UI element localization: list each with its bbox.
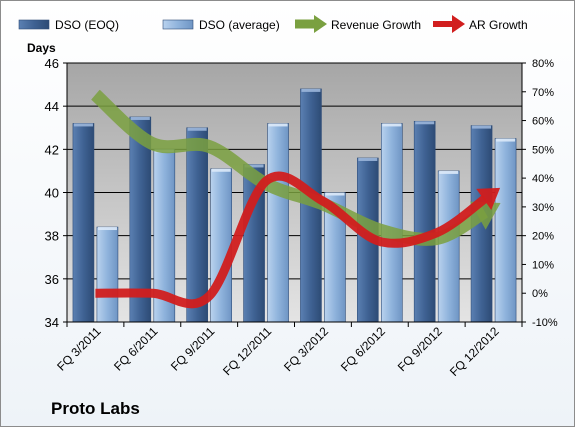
y2-tick-label: 10% xyxy=(532,259,554,271)
bar-dso-eoq-cap xyxy=(73,123,93,127)
legend-dso-average-label: DSO (average) xyxy=(199,18,280,32)
bar-dso-eoq-cap xyxy=(187,127,207,131)
bar-dso-eoq-cap xyxy=(244,164,264,168)
y2-tick-label: 80% xyxy=(532,58,554,70)
y-tick-label: 44 xyxy=(45,99,59,114)
x-tick-label: FQ 3/2011 xyxy=(54,324,104,374)
bar-dso-average xyxy=(210,168,232,323)
x-tick-label: FQ 12/2011 xyxy=(220,324,274,378)
bars xyxy=(72,88,517,323)
y-tick-label: 46 xyxy=(45,56,59,71)
legend-dso-eoq-label: DSO (EOQ) xyxy=(55,18,119,32)
bar-dso-average-cap xyxy=(496,138,516,142)
y2-tick-label: 30% xyxy=(532,202,554,214)
company-label: Proto Labs xyxy=(51,399,140,418)
ar-growth-line xyxy=(95,171,489,309)
x-tick-label: FQ 6/2011 xyxy=(111,324,161,374)
bar-dso-average xyxy=(267,123,289,323)
bar-dso-eoq-cap xyxy=(301,88,321,92)
x-tick-label: FQ 3/2012 xyxy=(281,324,331,374)
y2-tick-label: 70% xyxy=(532,87,554,99)
legend-revenue-growth-swatch-head xyxy=(314,15,327,33)
bar-dso-eoq xyxy=(413,120,436,323)
bar-dso-eoq-cap xyxy=(130,116,150,120)
y-axis-title: Days xyxy=(27,41,56,55)
bar-dso-eoq-cap xyxy=(472,125,492,129)
bar-dso-average xyxy=(437,170,460,323)
bar-dso-average xyxy=(494,138,517,323)
bar-dso-average-cap xyxy=(97,227,117,231)
x-tick-label: FQ 12/2012 xyxy=(447,324,502,379)
bar-dso-average-cap xyxy=(211,168,231,172)
legend-dso-eoq-swatch xyxy=(18,19,50,30)
y2-tick-label: -10% xyxy=(532,317,558,329)
legend-revenue-growth-label: Revenue Growth xyxy=(331,18,421,32)
y-tick-label: 40 xyxy=(45,186,59,201)
x-tick-label: FQ 9/2012 xyxy=(395,324,445,374)
y2-tick-label: 60% xyxy=(532,116,554,128)
x-tick-label: FQ 6/2012 xyxy=(338,324,388,374)
y2-tick-label: 0% xyxy=(532,288,548,300)
growth-lines xyxy=(91,89,501,309)
bar-dso-average-cap xyxy=(268,123,288,127)
y2-tick-label: 40% xyxy=(532,173,554,185)
legend: DSO (EOQ) DSO (average) Revenue Growth AR G… xyxy=(18,15,528,33)
ar-growth-arrowhead xyxy=(476,187,501,211)
bar-dso-average xyxy=(381,123,403,323)
bar-dso-eoq-cap xyxy=(415,121,435,125)
y-tick-label: 36 xyxy=(45,272,59,287)
bar-dso-eoq xyxy=(186,127,208,323)
x-tick-label: FQ 9/2011 xyxy=(168,324,218,374)
y2-tick-label: 50% xyxy=(532,144,554,156)
bar-dso-average-cap xyxy=(382,123,402,127)
legend-dso-average-swatch xyxy=(162,19,194,30)
bar-dso-average xyxy=(96,226,119,323)
y-tick-label: 38 xyxy=(45,229,59,244)
bar-dso-average-cap xyxy=(439,170,459,174)
legend-ar-growth-swatch-head xyxy=(452,15,465,33)
bar-dso-average-cap xyxy=(325,192,345,196)
y-tick-label: 42 xyxy=(45,142,59,157)
y-tick-label: 34 xyxy=(45,315,59,330)
y2-tick-label: 20% xyxy=(532,231,554,243)
bar-dso-eoq-cap xyxy=(358,157,378,161)
legend-ar-growth-label: AR Growth xyxy=(469,18,528,32)
bar-dso-eoq xyxy=(72,123,95,323)
